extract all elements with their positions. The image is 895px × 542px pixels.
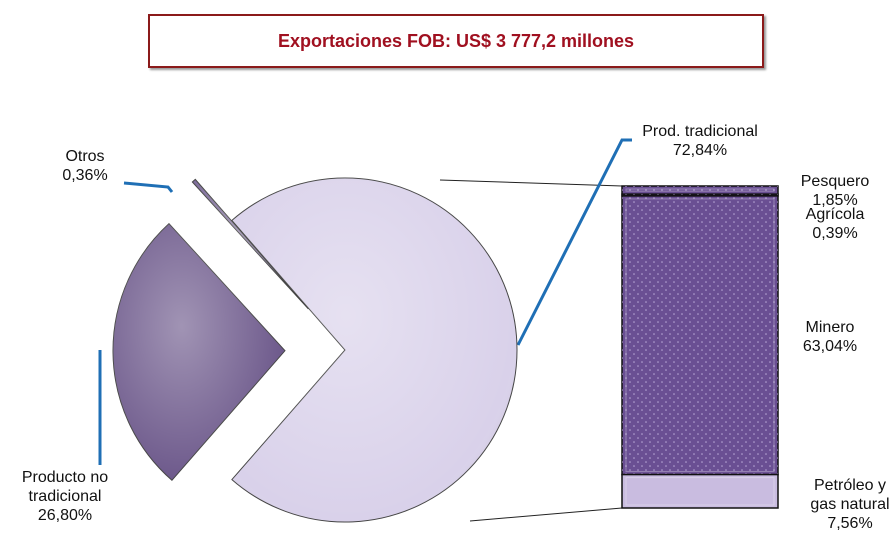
value-label: 1,85%: [812, 192, 858, 209]
bar-bevel: [625, 477, 775, 506]
data-label: Agrícola 0,39%: [790, 205, 880, 243]
slice-shade: [113, 223, 286, 481]
category-label: Petróleo y gas natural: [810, 477, 890, 513]
data-label: Minero 63,04%: [785, 318, 875, 356]
category-label: Otros: [65, 148, 105, 165]
bar-bevel: [625, 198, 775, 473]
data-label: Petróleo y gas natural 7,56%: [805, 476, 895, 533]
bar-texture: [622, 194, 778, 196]
data-label: Pesquero 1,85%: [790, 172, 880, 210]
category-label: Pesquero: [800, 173, 870, 190]
slice-shade: [231, 178, 517, 522]
leader-line: [516, 138, 632, 346]
chart-title: Exportaciones FOB: US$ 3 777,2 millones: [148, 14, 764, 68]
value-label: 63,04%: [802, 338, 858, 355]
category-label: Minero: [805, 319, 855, 336]
data-label: Prod. tradicional 72,84%: [600, 122, 800, 160]
slice-shade: [192, 179, 309, 309]
category-label: Prod. tradicional: [642, 123, 758, 140]
value-label: 0,39%: [812, 225, 858, 242]
bar-segment: [621, 473, 779, 509]
value-label: 72,84%: [672, 142, 728, 159]
connector: [439, 179, 623, 187]
value-label: 0,36%: [62, 167, 108, 184]
value-label: 26,80%: [37, 507, 93, 524]
category-label: Producto no tradicional: [21, 469, 109, 505]
bar-texture: [622, 186, 778, 195]
category-label: Agrícola: [805, 206, 865, 223]
bar-bevel: [625, 188, 775, 192]
data-label: Otros 0,36%: [40, 147, 130, 185]
bar-texture: [622, 195, 778, 475]
value-label: 7,56%: [827, 515, 873, 532]
leader-line: [123, 181, 174, 193]
data-label: Producto no tradicional 26,80%: [0, 468, 130, 525]
connector: [469, 507, 623, 522]
